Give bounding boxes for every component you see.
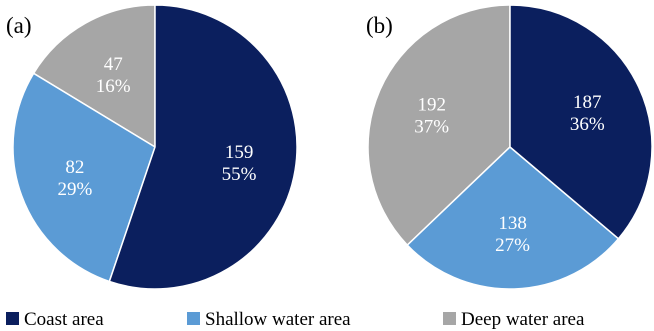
pie-slice-a-shallow-water-area: [12, 72, 156, 283]
pie-slice-a-coast-area: [108, 4, 298, 290]
slice-value-label-a-shallow-water-area: 82: [65, 157, 84, 178]
panel-label-b: (b): [366, 13, 393, 38]
slice-value-label-b-coast-area: 187: [573, 92, 602, 113]
slice-value-label-b-deep-water-area: 192: [417, 95, 446, 116]
slice-percent-label-a-shallow-water-area: 29%: [57, 179, 92, 200]
pie-slice-b-coast-area: [509, 4, 653, 240]
legend-swatch-coast-area: [6, 312, 19, 325]
legend-swatch-shallow-water-area: [187, 312, 200, 325]
slice-percent-label-a-deep-water-area: 16%: [96, 76, 131, 97]
legend-label-deep-water-area: Deep water area: [461, 309, 585, 330]
legend-label-coast-area: Coast area: [24, 309, 104, 330]
pie-slice-a-deep-water-area: [32, 4, 156, 149]
legend: Coast area Shallow water area Deep water…: [6, 309, 585, 330]
slice-value-label-b-shallow-water-area: 138: [498, 213, 527, 234]
panel-label-a: (a): [6, 13, 32, 38]
slice-percent-label-b-coast-area: 36%: [570, 114, 605, 135]
slice-percent-label-b-deep-water-area: 37%: [414, 117, 449, 138]
slice-percent-label-a-coast-area: 55%: [222, 164, 257, 185]
slice-value-label-a-coast-area: 159: [225, 142, 254, 163]
legend-label-shallow-water-area: Shallow water area: [205, 309, 351, 330]
slice-value-label-a-deep-water-area: 47: [104, 54, 123, 75]
legend-swatch-deep-water-area: [443, 312, 456, 325]
pie-slice-b-deep-water-area: [367, 4, 511, 247]
pie-slice-b-shallow-water-area: [406, 145, 620, 290]
slice-percent-label-b-shallow-water-area: 27%: [495, 235, 530, 256]
